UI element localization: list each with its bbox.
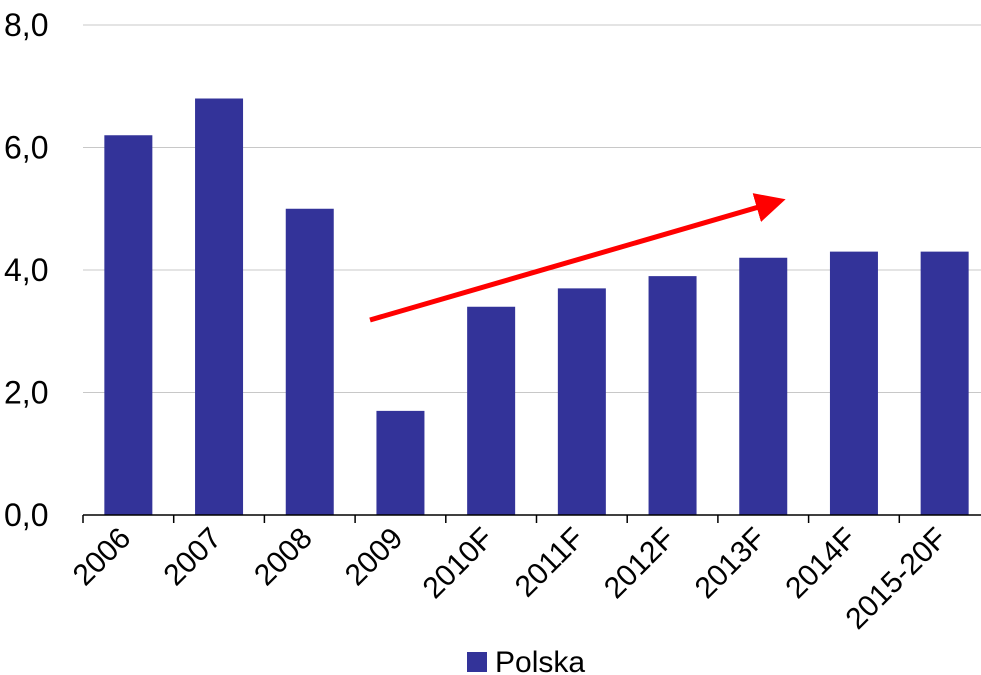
bar [467, 306, 516, 515]
bar [829, 251, 878, 515]
y-tick-label: 2,0 [4, 375, 48, 411]
bar [920, 251, 969, 515]
bar [739, 257, 788, 515]
bar [285, 208, 334, 515]
bar [376, 410, 425, 515]
legend-label: Polska [495, 646, 585, 675]
bar [557, 288, 606, 515]
y-tick-label: 4,0 [4, 252, 48, 288]
bar [104, 135, 153, 515]
x-tick-label: 2006 [67, 522, 138, 593]
x-tick-label: 2010F [417, 522, 500, 605]
y-tick-label: 6,0 [4, 130, 48, 166]
x-tick-label: 2012F [598, 522, 681, 605]
bar [648, 276, 697, 515]
trend-arrow [369, 193, 786, 323]
y-tick-label: 8,0 [4, 7, 48, 43]
x-tick-label: 2007 [157, 522, 228, 593]
x-tick-label: 2009 [339, 522, 410, 593]
x-tick-label: 2013F [689, 522, 772, 605]
x-tick-label: 2014F [779, 522, 862, 605]
legend-swatch [467, 652, 487, 672]
y-tick-label: 0,0 [4, 497, 48, 533]
bar [195, 98, 244, 515]
x-tick-label: 2008 [248, 522, 319, 593]
x-tick-label: 2011F [509, 522, 591, 604]
